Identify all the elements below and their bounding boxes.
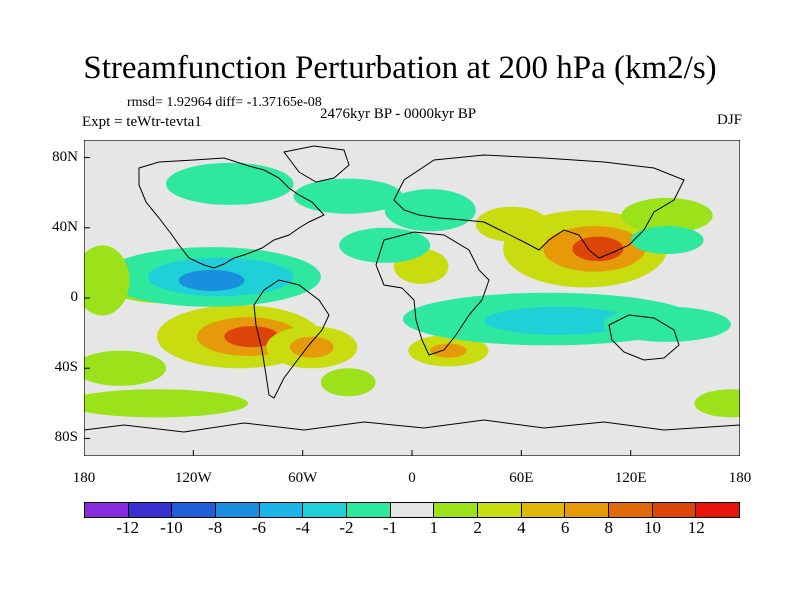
colorbar-swatch	[216, 503, 260, 517]
colorbar-label: 1	[429, 518, 439, 537]
coast-south-america	[253, 279, 330, 399]
colorbar-label: -6	[251, 518, 266, 537]
positive-anomaly-region	[475, 206, 549, 242]
negative-anomaly-region	[178, 269, 245, 291]
longitude-label: 120W	[174, 470, 212, 486]
longitude-label: 180	[728, 470, 752, 486]
latitude-label: 80S	[54, 429, 78, 446]
colorbar-swatch	[390, 503, 435, 517]
longitude-label: 0	[408, 470, 416, 486]
longitude-label: 60W	[288, 470, 318, 486]
colorbar-label: -10	[160, 518, 183, 537]
positive-anomaly-region	[84, 389, 248, 418]
colorbar-swatch	[172, 503, 217, 517]
colorbar-swatch	[259, 503, 304, 517]
coast-eurasia	[393, 154, 685, 259]
map-panel	[84, 140, 740, 456]
latitude-label: 80N	[52, 148, 78, 165]
latitude-label: 40S	[54, 359, 78, 376]
experiment-label: Expt = teWtr-tevta1	[82, 114, 202, 130]
colorbar-swatch	[478, 503, 522, 517]
longitude-label: 60E	[509, 470, 534, 486]
colorbar-label: -12	[116, 518, 140, 537]
positive-anomaly-region	[84, 350, 166, 386]
colorbar-swatch	[652, 503, 697, 517]
colorbar-swatch	[347, 503, 391, 517]
positive-anomaly-region	[224, 326, 279, 348]
colorbar-label: 12	[687, 518, 705, 537]
colorbar-label: -8	[208, 518, 223, 537]
colorbar-swatch	[85, 503, 129, 517]
colorbar-swatch	[303, 503, 348, 517]
colorbar-swatch	[696, 503, 740, 517]
contour-field-layer	[84, 162, 740, 418]
colorbar-label: 2	[473, 518, 482, 537]
negative-anomaly-region	[384, 189, 476, 232]
colorbar-label: 10	[644, 518, 662, 537]
positive-anomaly-region	[694, 389, 740, 418]
period-label: 2476kyr BP - 0000kyr BP	[320, 106, 477, 122]
coast-africa	[375, 231, 490, 356]
negative-anomaly-region	[603, 306, 731, 342]
positive-anomaly-region	[572, 236, 624, 262]
rmsd-diff-stats: rmsd= 1.92964 diff= -1.37165e-08	[127, 95, 322, 110]
latitude-label: 0	[70, 289, 79, 305]
colorbar-swatch	[434, 503, 479, 517]
colorbar-swatch	[521, 503, 566, 517]
colorbar	[84, 502, 740, 518]
colorbar-label: 6	[560, 518, 570, 537]
colorbar-label: -1	[383, 518, 398, 537]
longitude-label: 180	[72, 470, 96, 486]
coast-north-america	[138, 157, 325, 269]
negative-anomaly-region	[166, 162, 294, 205]
positive-anomaly-region	[289, 336, 334, 358]
positive-anomaly-region	[430, 343, 467, 358]
negative-anomaly-region	[484, 306, 631, 335]
coast-greenland	[283, 145, 350, 183]
plot-title: Streamfunction Perturbation at 200 hPa (…	[83, 50, 717, 86]
colorbar-label: 4	[517, 518, 526, 537]
latitude-label: 40N	[52, 218, 78, 235]
axis-ticks	[84, 157, 740, 456]
positive-anomaly-region	[621, 197, 713, 234]
colorbar-label: -2	[339, 518, 354, 537]
positive-anomaly-region	[84, 245, 130, 316]
coastline-layer	[84, 145, 740, 433]
positive-anomaly-region	[320, 368, 376, 397]
negative-anomaly-region	[293, 178, 403, 214]
colorbar-label: -4	[295, 518, 310, 537]
coast-australia	[608, 314, 680, 361]
coast-antarctica	[84, 419, 740, 433]
negative-anomaly-region	[630, 226, 704, 255]
colorbar-swatch	[128, 503, 173, 517]
longitude-label: 120E	[614, 470, 647, 486]
negative-anomaly-region	[339, 227, 431, 263]
colorbar-swatch	[609, 503, 653, 517]
colorbar-swatch	[565, 503, 610, 517]
season-label: DJF	[716, 112, 742, 128]
colorbar-label: 8	[604, 518, 614, 537]
